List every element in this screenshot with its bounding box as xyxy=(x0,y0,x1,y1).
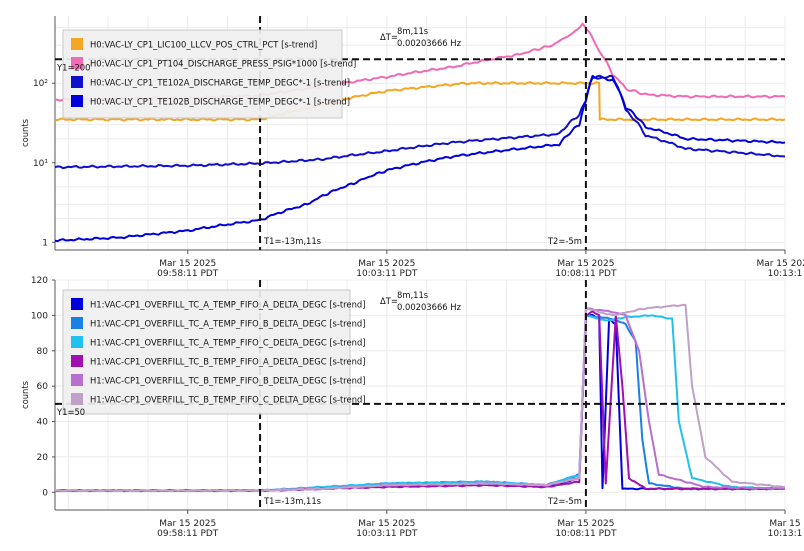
delta-t-label: ΔT= xyxy=(380,296,398,306)
y-tick-label: 80 xyxy=(37,347,49,357)
series-line-3 xyxy=(55,74,785,170)
cursor-t1-label: T1=-13m,11s xyxy=(263,236,321,246)
cursor-y1-label: Y1=200 xyxy=(56,62,90,72)
legend-entry-label[interactable]: H1:VAC-CP1_OVERFILL_TC_B_TEMP_FIFO_A_DEL… xyxy=(90,357,365,367)
delta-t-value: 8m,11s xyxy=(397,26,428,36)
series-group xyxy=(55,303,785,493)
legend-box xyxy=(62,29,343,119)
y-axis-label: counts xyxy=(20,119,30,147)
x-tick-label-time: 09:58:11 PDT xyxy=(157,269,219,279)
legend-box xyxy=(62,289,351,415)
legend-swatch[interactable] xyxy=(71,57,83,69)
y-tick-label: 60 xyxy=(37,382,49,392)
series-line-4 xyxy=(55,74,785,243)
x-tick-label-date: Mar 15 2025 xyxy=(557,519,614,529)
legend-entry-label[interactable]: H0:VAC-LY_CP1_TE102A_DISCHARGE_TEMP_DEGC… xyxy=(90,78,350,88)
legend-entry-label[interactable]: H1:VAC-CP1_OVERFILL_TC_A_TEMP_FIFO_C_DEL… xyxy=(90,338,366,348)
legend-swatch[interactable] xyxy=(71,317,83,329)
cursor-t2-label: T2=-5m xyxy=(547,236,582,246)
legend-swatch[interactable] xyxy=(71,336,83,348)
legend-swatch[interactable] xyxy=(71,393,83,405)
legend-entry-label[interactable]: H1:VAC-CP1_OVERFILL_TC_A_TEMP_FIFO_A_DEL… xyxy=(90,300,365,310)
series-line-6 xyxy=(55,303,785,493)
legend-swatch[interactable] xyxy=(71,38,83,50)
cursor-y1-label: Y1=50 xyxy=(56,407,85,417)
x-tick-label-date: Mar 15 2025 xyxy=(159,519,216,529)
y-tick-label: 10¹ xyxy=(33,159,48,169)
x-tick-label-date: Mar 15 xyxy=(769,519,800,529)
y-tick-label: 20 xyxy=(37,453,49,463)
legend-entry-label[interactable]: H1:VAC-CP1_OVERFILL_TC_A_TEMP_FIFO_B_DEL… xyxy=(90,319,365,329)
delta-t-value: 8m,11s xyxy=(397,290,428,300)
legend-entry-label[interactable]: H1:VAC-CP1_OVERFILL_TC_B_TEMP_FIFO_C_DEL… xyxy=(90,395,366,405)
cursor-t1-label: T1=-13m,11s xyxy=(263,496,321,506)
x-tick-label-time: 10:08:11 PDT xyxy=(555,529,617,539)
legend: H0:VAC-LY_CP1_LIC100_LLCV_POS_CTRL_PCT [… xyxy=(62,29,356,119)
legend-swatch[interactable] xyxy=(71,374,83,386)
delta-t-label: ΔT= xyxy=(380,32,398,42)
y-tick-label: 10² xyxy=(33,79,48,89)
legend-swatch[interactable] xyxy=(71,355,83,367)
y-tick-label: 1 xyxy=(42,238,48,248)
x-tick-label-time: 10:08:11 PDT xyxy=(555,269,617,279)
x-tick-label-date: Mar 15 2025 xyxy=(358,259,415,269)
grid-lines xyxy=(55,279,786,510)
delta-frequency: 0.00203666 Hz xyxy=(397,38,462,48)
legend-entry-label[interactable]: H0:VAC-LY_CP1_TE102B_DISCHARGE_TEMP_DEGC… xyxy=(90,97,350,107)
x-tick-label-date: Mar 15 2025 xyxy=(756,259,804,269)
x-tick-label-time: 10:03:11 PDT xyxy=(356,529,418,539)
cursor-t2-label: T2=-5m xyxy=(547,496,582,506)
x-tick-label-date: Mar 15 2025 xyxy=(159,259,216,269)
series-group xyxy=(55,22,785,243)
x-tick-label-time: 09:58:11 PDT xyxy=(157,529,219,539)
legend-swatch[interactable] xyxy=(71,76,83,88)
y-tick-label: 40 xyxy=(37,418,49,428)
y-tick-label: 0 xyxy=(42,488,48,498)
legend-entry-label[interactable]: H1:VAC-CP1_OVERFILL_TC_B_TEMP_FIFO_B_DEL… xyxy=(90,376,366,386)
y-tick-label: 120 xyxy=(31,276,48,286)
legend-entry-label[interactable]: H0:VAC-LY_CP1_LIC100_LLCV_POS_CTRL_PCT [… xyxy=(90,40,317,50)
x-tick-label-time: 10:03:11 PDT xyxy=(356,269,418,279)
x-tick-label-time: 10:13:1 xyxy=(768,529,803,539)
x-tick-label-date: Mar 15 2025 xyxy=(358,519,415,529)
x-tick-label-date: Mar 15 2025 xyxy=(557,259,614,269)
y-axis-label: counts xyxy=(20,381,30,409)
legend-swatch[interactable] xyxy=(71,298,83,310)
delta-frequency: 0.00203666 Hz xyxy=(397,302,462,312)
legend-swatch[interactable] xyxy=(71,95,83,107)
legend-entry-label[interactable]: H0:VAC-LY_CP1_PT104_DISCHARGE_PRESS_PSIG… xyxy=(90,59,356,69)
series-line-1 xyxy=(55,81,785,122)
y-tick-label: 100 xyxy=(31,311,48,321)
x-tick-label-time: 10:13:1 xyxy=(768,269,803,279)
legend: H1:VAC-CP1_OVERFILL_TC_A_TEMP_FIFO_A_DEL… xyxy=(62,289,366,415)
